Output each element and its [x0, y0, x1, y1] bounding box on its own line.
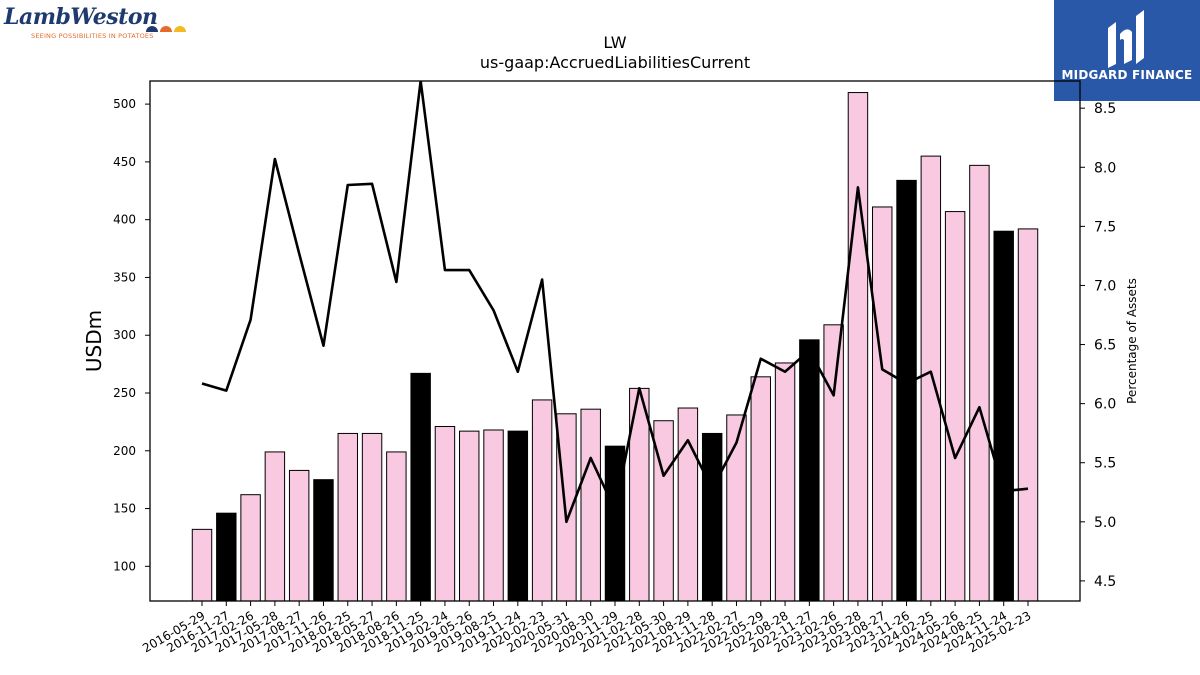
lambweston-logo-text: LambWeston	[4, 4, 158, 30]
bar-2025-02-23	[1017, 228, 1039, 602]
midgard-finance-name: MIDGARD FINANCE	[1061, 68, 1193, 82]
bar-2017-08-27	[288, 469, 310, 602]
percentage-line	[201, 81, 1029, 524]
bars-layer	[191, 92, 1039, 602]
y-tick-label: 350	[113, 270, 136, 284]
y2-tick-label: 7.5	[1094, 219, 1116, 235]
lambweston-tagline: SEEING POSSIBILITIES IN POTATOES	[31, 32, 154, 40]
bar-2018-05-27	[361, 432, 383, 602]
y-tick-label: 400	[113, 213, 136, 227]
lambweston-logo-icon	[146, 26, 186, 32]
y-tick-label: 200	[113, 444, 136, 458]
y-axis: 100 150 200 250 300 350 400 450 500	[113, 97, 150, 573]
x-axis: 2016-05-292016-11-272017-02-262017-05-28…	[140, 601, 1034, 655]
bar-2021-08-29	[677, 407, 699, 602]
y2-tick-label: 6.5	[1094, 338, 1116, 354]
bar-2022-05-29	[750, 376, 771, 602]
bar-2018-11-25	[410, 372, 431, 602]
bar-2022-11-27	[799, 339, 820, 602]
bar-2020-02-23	[531, 399, 553, 602]
bar-2024-02-25	[920, 155, 942, 602]
bar-2024-05-26	[944, 211, 966, 602]
bar-2019-05-26	[459, 430, 480, 602]
bar-2019-11-24	[507, 430, 529, 602]
midgard-finance-logo: MIDGARD FINANCE	[1054, 0, 1200, 101]
y2-tick-label: 6.0	[1094, 397, 1116, 413]
bar-2019-08-25	[483, 429, 504, 602]
chart-title: LW	[603, 33, 626, 52]
y2-axis: 4.5 5.0 5.5 6.0 6.5 7.0 7.5 8.0 8.5	[1080, 101, 1116, 590]
bar-2017-05-28	[264, 451, 286, 602]
bar-2023-08-27	[872, 206, 893, 602]
bar-2019-02-24	[434, 426, 456, 602]
bar-2016-05-29	[191, 528, 213, 602]
y2-tick-label: 8.5	[1094, 101, 1116, 117]
bar-2023-11-26	[896, 179, 917, 602]
midgard-finance-icon	[1108, 10, 1144, 68]
y2-tick-label: 5.5	[1094, 456, 1116, 472]
y2-tick-label: 8.0	[1094, 160, 1116, 176]
bar-2020-08-30	[580, 408, 601, 602]
y-tick-label: 500	[113, 97, 136, 111]
bar-2018-02-25	[337, 432, 358, 602]
y-tick-label: 300	[113, 328, 136, 342]
line-layer	[201, 81, 1029, 524]
bar-2017-02-26	[240, 494, 261, 602]
bar-2018-08-26	[386, 451, 407, 602]
y-tick-label: 450	[113, 155, 136, 169]
bar-2016-11-27	[216, 512, 237, 602]
y2-axis-label: Percentage of Assets	[1125, 278, 1139, 404]
y-tick-label: 150	[113, 502, 136, 516]
y2-tick-label: 4.5	[1094, 574, 1116, 590]
y2-tick-label: 7.0	[1094, 278, 1116, 294]
y2-tick-label: 5.0	[1094, 515, 1116, 531]
y-axis-label: USDm	[82, 310, 106, 372]
bar-2024-08-25	[969, 164, 990, 602]
bar-2022-08-28	[774, 362, 796, 602]
bar-2024-11-24	[993, 230, 1014, 602]
bar-2017-11-26	[313, 479, 334, 602]
bar-2021-11-28	[701, 432, 723, 602]
chart-subtitle: us-gaap:AccruedLiabilitiesCurrent	[480, 53, 750, 72]
bar-2023-05-28	[847, 92, 869, 602]
bar-2023-02-26	[823, 324, 844, 602]
y-tick-label: 250	[113, 386, 136, 400]
lambweston-logo: LambWeston SEEING POSSIBILITIES IN POTAT…	[4, 4, 194, 44]
y-tick-label: 100	[113, 559, 136, 573]
